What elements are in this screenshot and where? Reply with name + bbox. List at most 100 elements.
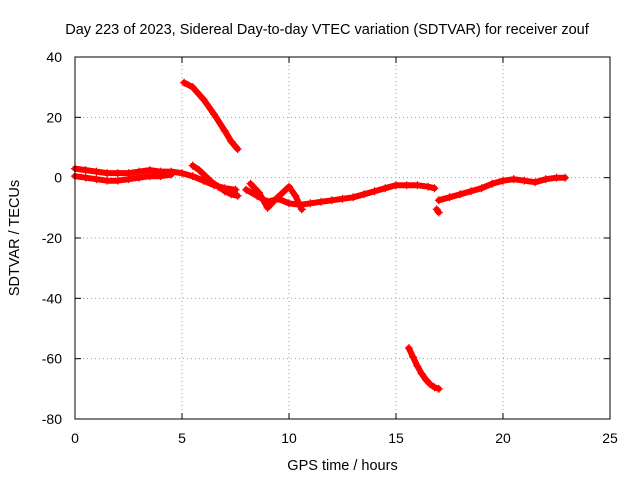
data-point	[113, 176, 122, 185]
data-point	[156, 172, 165, 181]
data-point	[499, 176, 507, 185]
data-trace	[181, 79, 241, 152]
data-point	[327, 196, 336, 205]
data-point	[421, 375, 430, 384]
y-tick-label: -80	[42, 411, 62, 427]
data-point	[552, 173, 561, 182]
x-tick-label: 10	[281, 430, 297, 446]
data-point	[214, 182, 223, 191]
series-afternoon-recovery	[434, 173, 570, 205]
series-low-outlier-arc	[404, 344, 443, 393]
data-point	[188, 172, 197, 181]
data-point	[188, 161, 197, 170]
data-point	[199, 95, 208, 104]
data-point	[246, 179, 255, 188]
data-point	[113, 169, 122, 178]
data-point	[434, 384, 443, 393]
data-point	[291, 191, 300, 200]
x-tick-label: 25	[602, 430, 618, 446]
data-point	[531, 178, 540, 187]
data-point	[409, 353, 418, 362]
series-midday-scattered-arcs	[246, 179, 306, 214]
data-point	[210, 110, 219, 119]
data-point	[145, 172, 154, 181]
data-point	[180, 78, 189, 87]
data-point	[424, 182, 433, 191]
data-point	[381, 184, 390, 193]
data-point	[413, 181, 422, 190]
data-point	[195, 166, 204, 175]
data-point	[297, 205, 306, 214]
data-point	[207, 178, 216, 187]
data-point	[285, 199, 293, 208]
data-point	[92, 175, 101, 184]
data-point	[272, 194, 281, 203]
y-tick-label: -20	[42, 230, 62, 246]
y-axis-label: SDTVAR / TECUs	[7, 180, 23, 296]
data-point	[561, 173, 570, 182]
data-point	[317, 197, 326, 206]
data-point	[392, 181, 400, 190]
data-point	[233, 191, 242, 200]
data-point	[220, 126, 229, 135]
axis-ticks: 0 5 10 15 20 25 -80 -60 -40 -20 0 20 40	[42, 49, 618, 446]
data-point	[402, 181, 411, 190]
data-point	[541, 175, 550, 184]
data-point	[81, 166, 90, 175]
plot-frame	[74, 56, 611, 420]
data-point	[242, 185, 251, 194]
data-point	[466, 187, 475, 196]
data-point	[188, 83, 197, 92]
y-tick-label: 0	[54, 170, 62, 186]
y-tick-label: -40	[42, 290, 62, 306]
data-point	[178, 169, 186, 178]
series-descending-arc-near-5-8-h	[188, 161, 242, 200]
data-point	[509, 175, 518, 184]
data-point	[285, 182, 293, 191]
data-point	[456, 190, 465, 199]
data-point	[520, 176, 529, 185]
data-point	[338, 194, 347, 203]
x-tick-label: 5	[178, 430, 186, 446]
x-tick-label: 20	[495, 430, 511, 446]
data-point	[220, 187, 229, 196]
data-points	[71, 78, 570, 393]
data-point	[263, 203, 272, 212]
data-point	[430, 184, 439, 193]
data-point	[417, 369, 426, 378]
data-point	[233, 145, 242, 154]
data-point	[81, 173, 90, 182]
y-tick-label: 40	[46, 49, 62, 65]
data-point	[92, 167, 101, 176]
x-tick-label: 15	[388, 430, 404, 446]
data-point	[227, 190, 236, 199]
data-point	[359, 190, 368, 199]
data-point	[477, 184, 486, 193]
data-point	[103, 169, 112, 178]
data-point	[445, 193, 454, 202]
data-point	[255, 188, 264, 197]
data-point	[488, 179, 497, 188]
data-point	[124, 175, 133, 184]
x-tick-label: 0	[71, 430, 79, 446]
data-point	[434, 196, 443, 205]
grid-lines	[75, 57, 610, 419]
data-point	[306, 199, 315, 208]
data-point	[426, 380, 435, 389]
data-point	[167, 170, 176, 179]
data-trace	[72, 171, 175, 184]
data-point	[430, 383, 439, 392]
series-afternoon-outliers	[432, 205, 443, 217]
data-point	[434, 208, 443, 217]
data-point	[349, 193, 358, 202]
data-point	[404, 344, 413, 353]
data-point	[103, 176, 112, 185]
chart-title: Day 223 of 2023, Sidereal Day-to-day VTE…	[65, 22, 590, 38]
x-axis-label: GPS time / hours	[287, 458, 397, 474]
data-point	[201, 172, 210, 181]
series-high-outlier-arc	[180, 78, 242, 154]
data-point	[413, 362, 422, 371]
data-point	[227, 137, 236, 146]
y-tick-label: 20	[46, 109, 62, 125]
